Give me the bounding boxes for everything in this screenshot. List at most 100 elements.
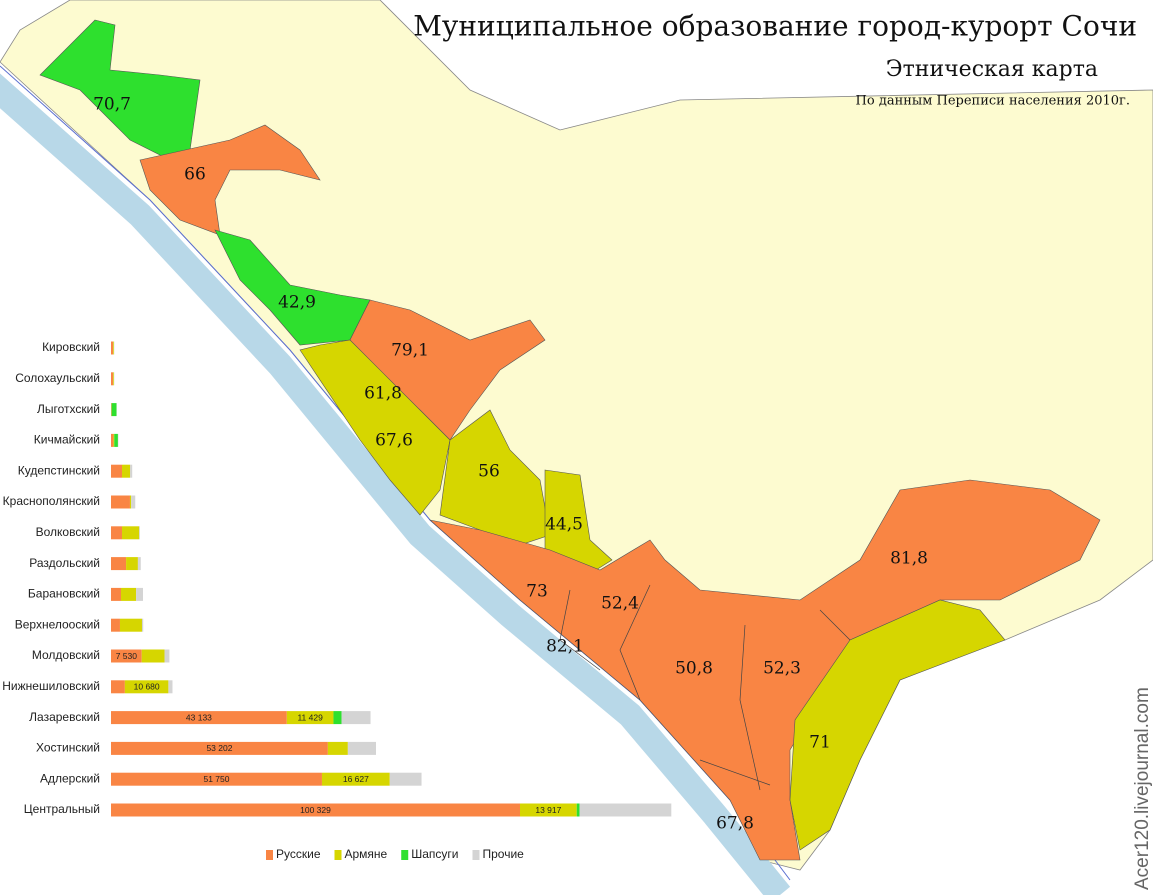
bar-segment — [122, 526, 140, 540]
category-label: Адлерский — [40, 771, 100, 785]
category-label: Лазаревский — [29, 710, 100, 724]
bar-segment — [164, 649, 170, 663]
category-label: Раздольский — [29, 556, 100, 570]
value-label: 13 917 — [535, 805, 561, 815]
legend-label: Шапсуги — [411, 847, 458, 861]
bar-segment — [130, 464, 133, 478]
legend-swatch — [472, 850, 480, 860]
region — [139, 124, 321, 236]
bar-segment — [111, 557, 127, 571]
value-label: 7 530 — [116, 651, 138, 661]
bar-segment — [327, 741, 348, 755]
map-label: 61,8 — [364, 384, 402, 404]
bar-segment — [113, 341, 114, 355]
bar-segment — [111, 618, 120, 632]
legend-swatch — [266, 850, 273, 860]
bar-chart: Кировский Солохаульский Лыготхский Кичмайск… — [2, 340, 672, 861]
value-label: 53 202 — [206, 743, 232, 753]
bar-segment — [520, 803, 577, 817]
source: По данным Переписи населения 2010г. — [856, 94, 1130, 109]
watermark: Acer120.livejournal.com — [1132, 687, 1153, 890]
legend-label: Русские — [276, 847, 321, 861]
bar-segment — [131, 495, 136, 509]
bar-segment — [124, 680, 169, 694]
bar-segment — [122, 464, 131, 478]
bar-segment — [576, 803, 580, 817]
map-label: 56 — [478, 462, 500, 482]
legend-swatch — [334, 850, 342, 860]
sea — [0, 73, 791, 895]
map-label: 82,1 — [546, 637, 584, 657]
category-label: Верхнелооский — [15, 617, 100, 631]
value-label: 43 133 — [186, 712, 212, 722]
bar-segment — [168, 680, 173, 694]
title: Муниципальное образование город-курорт С… — [413, 10, 1137, 43]
region — [789, 599, 1006, 851]
map-label: 52,4 — [601, 594, 639, 614]
category-label: Кичмайский — [34, 433, 100, 447]
map-label: 67,8 — [716, 814, 754, 834]
category-label: Центральный — [24, 802, 100, 816]
category-label: Нижнешиловский — [2, 679, 100, 693]
legend-label: Прочие — [482, 847, 524, 861]
bar-segment — [139, 526, 140, 540]
map-label: 67,6 — [375, 431, 413, 451]
bar-segment — [119, 618, 142, 632]
region — [299, 339, 451, 516]
map-label: 44,5 — [545, 515, 583, 535]
bar-segment — [141, 649, 165, 663]
bar-segment — [341, 711, 371, 725]
subtitle: Этническая карта — [886, 57, 1098, 82]
region — [428, 479, 1101, 861]
bar-segment — [321, 772, 390, 786]
bar-segment — [111, 680, 125, 694]
bar-segment — [113, 433, 115, 447]
category-label: Кировский — [42, 340, 100, 354]
bar-segment — [111, 803, 520, 817]
bar-segment — [111, 741, 328, 755]
bar-segment — [114, 433, 118, 447]
category-label: Краснополянский — [3, 494, 100, 508]
bar-segment — [333, 711, 342, 725]
bar-segment — [111, 372, 114, 386]
bar-segment — [579, 803, 672, 817]
bar-segment — [136, 587, 144, 601]
bar-segment — [141, 618, 144, 632]
value-label: 51 750 — [203, 774, 229, 784]
bar-segment — [111, 495, 130, 509]
bar-segment — [111, 711, 287, 725]
map-label: 70,7 — [93, 95, 131, 115]
bar-segment — [111, 526, 123, 540]
category-label: Солохаульский — [15, 371, 100, 385]
map-label: 79,1 — [391, 341, 429, 361]
category-label: Кудепстинский — [18, 463, 100, 477]
bar-segment — [111, 341, 114, 355]
value-label: 11 429 — [297, 712, 323, 722]
bar-segment — [111, 587, 121, 601]
map-label: 50,8 — [675, 659, 713, 679]
bar-segment — [113, 372, 114, 386]
category-label: Молдовский — [32, 648, 100, 662]
bar-segment — [137, 557, 141, 571]
map-label: 42,9 — [278, 293, 316, 313]
category-label: Волковский — [36, 525, 100, 539]
bar-segment — [389, 772, 422, 786]
category-label: Лыготхский — [37, 402, 100, 416]
bar-segment — [120, 587, 137, 601]
bar-segment — [111, 403, 117, 417]
bar-segment — [347, 741, 376, 755]
bar-segment — [126, 557, 138, 571]
category-label: Барановский — [28, 587, 100, 601]
bar-segment — [111, 433, 114, 447]
bar-segment — [111, 649, 142, 663]
map-label: 66 — [184, 165, 206, 185]
bar-segment — [111, 464, 123, 478]
legend-swatch — [401, 850, 409, 860]
map-label: 81,8 — [890, 549, 928, 569]
map-label: 73 — [526, 582, 548, 602]
map-label: 71 — [809, 733, 831, 753]
value-label: 100 329 — [300, 805, 331, 815]
value-label: 16 627 — [343, 774, 369, 784]
borders — [559, 584, 851, 791]
